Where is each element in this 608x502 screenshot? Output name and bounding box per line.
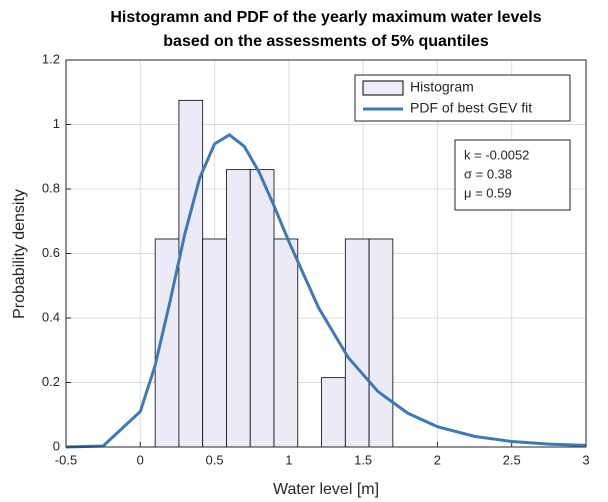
x-tick-label: 1.5 [354,452,372,467]
x-tick-label: 2.5 [503,452,521,467]
x-tick-label: 0.5 [206,452,224,467]
legend-label: PDF of best GEV fit [410,100,532,116]
x-tick-label: 0 [137,452,144,467]
x-axis-label: Water level [m] [273,481,379,498]
histogram-bar [368,238,394,448]
histogram-bar [273,238,299,448]
y-tick-label: 0 [53,438,60,453]
x-tick-label: 2 [434,452,441,467]
annotation-box [454,139,571,211]
y-tick-label: 0.4 [42,309,60,324]
pdf-curve [65,132,587,449]
x-tick-label: 3 [582,452,589,467]
axes-box [65,59,587,448]
y-tick-label: 1.2 [42,51,60,66]
x-tick-label: -0.5 [55,452,77,467]
histogram-bar [344,238,370,448]
y-tick-label: 0.2 [42,374,60,389]
chart-title: based on the assessments of 5% quantiles [163,33,489,50]
y-tick-label: 0.8 [42,180,60,195]
annotation-text: k = -0.0052 [464,147,529,162]
histogram-bar [226,169,251,448]
histogram-bar [178,99,204,448]
chart-title: Histogramn and PDF of the yearly maximum… [110,9,541,26]
legend-swatch [362,80,404,96]
y-axis-label: Probability density [11,189,28,319]
histogram-bar [202,238,227,448]
y-tick-label: 0.6 [42,245,60,260]
annotation-text: μ = 0.59 [464,185,512,200]
x-tick-label: 1 [285,452,292,467]
histogram-bar [321,377,346,448]
legend-label: Histogram [410,79,474,95]
histogram-bar [249,169,275,448]
y-tick-label: 1 [53,116,60,131]
annotation-text: σ = 0.38 [464,166,512,181]
